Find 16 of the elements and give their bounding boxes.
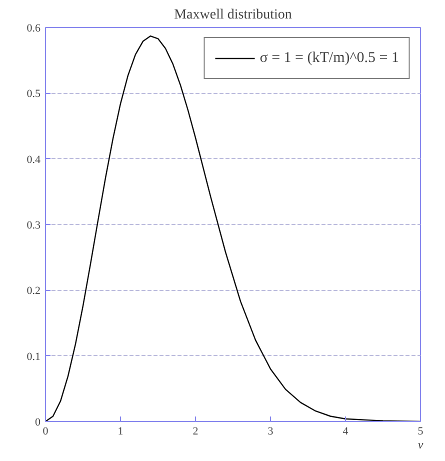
y-tick-label: 0 [35,416,41,428]
x-tick-label: 3 [268,426,274,438]
x-tick-label: 1 [118,426,124,438]
y-tick-label: 0.2 [26,285,40,298]
y-tick-label: 0.3 [26,220,41,232]
x-tick-label: 4 [342,426,349,438]
x-tick-label: 2 [192,426,198,438]
y-tick-label: 0.6 [26,22,41,34]
y-tick-label: 0.1 [26,350,40,363]
y-tick-label: 0.5 [26,88,41,100]
chart-title: Maxwell distribution [174,8,292,22]
legend-label: σ = 1 = (kT/m)^0.5 = 1 [260,50,399,66]
x-axis-title: v [418,438,424,452]
x-tick-label: 5 [418,426,424,438]
x-tick-label: 0 [42,426,49,438]
y-tick-label: 0.4 [26,154,41,166]
